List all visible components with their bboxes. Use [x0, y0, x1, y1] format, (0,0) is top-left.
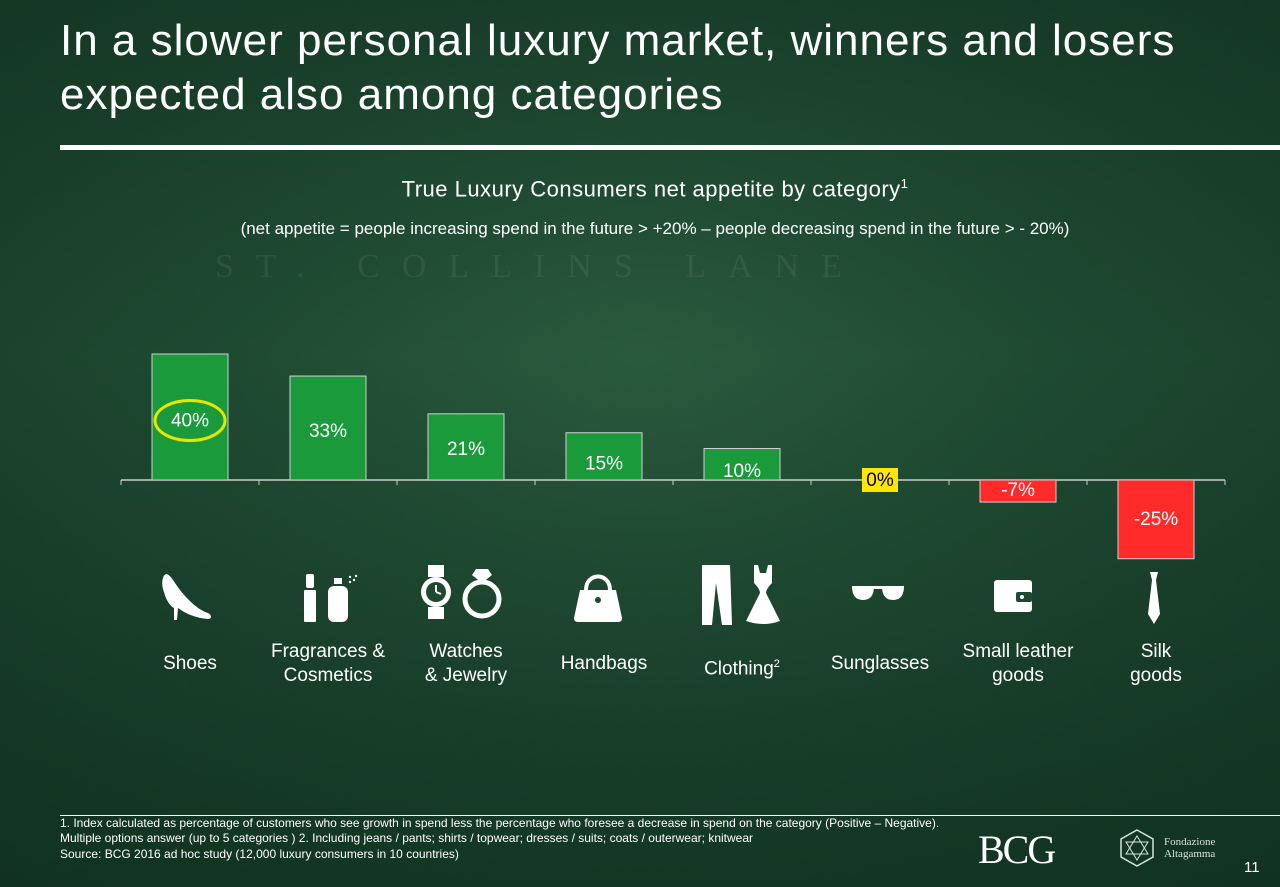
category-label-line: goods [1130, 665, 1182, 686]
category-label-line: goods [992, 665, 1044, 686]
bar-4 [565, 432, 643, 481]
category-label-line: Handbags [560, 653, 648, 674]
clothing-icon [702, 565, 780, 625]
altagamma-line-1: Fondazione [1164, 836, 1216, 848]
altagamma-logo: Fondazione Altagamma [1164, 836, 1215, 860]
data-label-7: -7% [1001, 480, 1035, 501]
category-label-7: Small leather goods [943, 640, 1093, 688]
chart-title-footnote-ref: 1 [900, 176, 909, 191]
sunglasses-icon [852, 586, 904, 600]
page-number: 11 [1244, 859, 1260, 876]
watch-ring-icon [421, 565, 502, 619]
title-divider [60, 145, 1280, 150]
category-label-line: & Jewelry [424, 665, 508, 686]
category-label-line: Shoes [163, 653, 217, 674]
category-footnote-ref: 2 [773, 658, 780, 670]
handbag-icon [574, 574, 622, 622]
category-label-line: Fragrances & [270, 641, 386, 662]
altagamma-line-2: Altagamma [1164, 848, 1216, 860]
category-label-line: Cosmetics [283, 665, 373, 686]
altagamma-logo-icon [1120, 829, 1154, 867]
category-label-4: Handbags [529, 652, 679, 676]
bar-1 [151, 353, 229, 481]
category-label-8: Silk goods [1081, 640, 1231, 688]
source-note: Source: BCG 2016 ad hoc study (12,000 lu… [60, 847, 459, 861]
category-label-5: Clothing2 [667, 652, 817, 681]
data-label-4: 15% [585, 454, 623, 475]
chart-title: True Luxury Consumers net appetite by ca… [401, 176, 909, 202]
footnote-divider [60, 815, 1280, 816]
bar-8 [1117, 479, 1195, 560]
data-label-6: 0% [866, 470, 894, 491]
bar-2 [289, 375, 367, 481]
footnote-1: 1. Index calculated as percentage of cus… [60, 816, 940, 830]
chart-subtitle: (net appetite = people increasing spend … [240, 219, 1070, 238]
category-label-line: Small leather [962, 641, 1074, 662]
highlight-circle [153, 399, 227, 443]
perfume-lipstick-icon [304, 574, 358, 622]
wallet-icon [994, 580, 1032, 612]
data-label-3: 21% [447, 439, 485, 460]
category-label-line: Silk [1140, 641, 1172, 662]
category-label-3: Watches & Jewelry [391, 640, 541, 688]
category-label-line: Sunglasses [830, 653, 930, 674]
background-street-sign: ST. COLLINS LANE [215, 248, 864, 285]
category-label-line: Watches [429, 641, 503, 662]
bcg-logo: BCG [978, 827, 1056, 872]
bar-5 [703, 448, 781, 481]
bar-3 [427, 413, 505, 481]
shoe-icon [162, 574, 211, 620]
category-label-6: Sunglasses [805, 652, 955, 676]
slide-title: In a slower personal luxury market, winn… [60, 16, 1176, 119]
data-label-5: 10% [723, 461, 761, 482]
category-label-line: Clothing2 [704, 658, 780, 680]
data-label-2: 33% [309, 421, 347, 442]
category-label-2: Fragrances & Cosmetics [253, 640, 403, 688]
footnote-2: Multiple options answer (up to 5 categor… [60, 831, 753, 845]
tie-icon [1148, 572, 1160, 624]
data-label-1: 40% [171, 411, 209, 432]
category-label-1: Shoes [115, 652, 265, 676]
data-label-8: -25% [1134, 509, 1178, 530]
bar-7 [979, 479, 1057, 503]
zero-label-bg [862, 468, 898, 492]
